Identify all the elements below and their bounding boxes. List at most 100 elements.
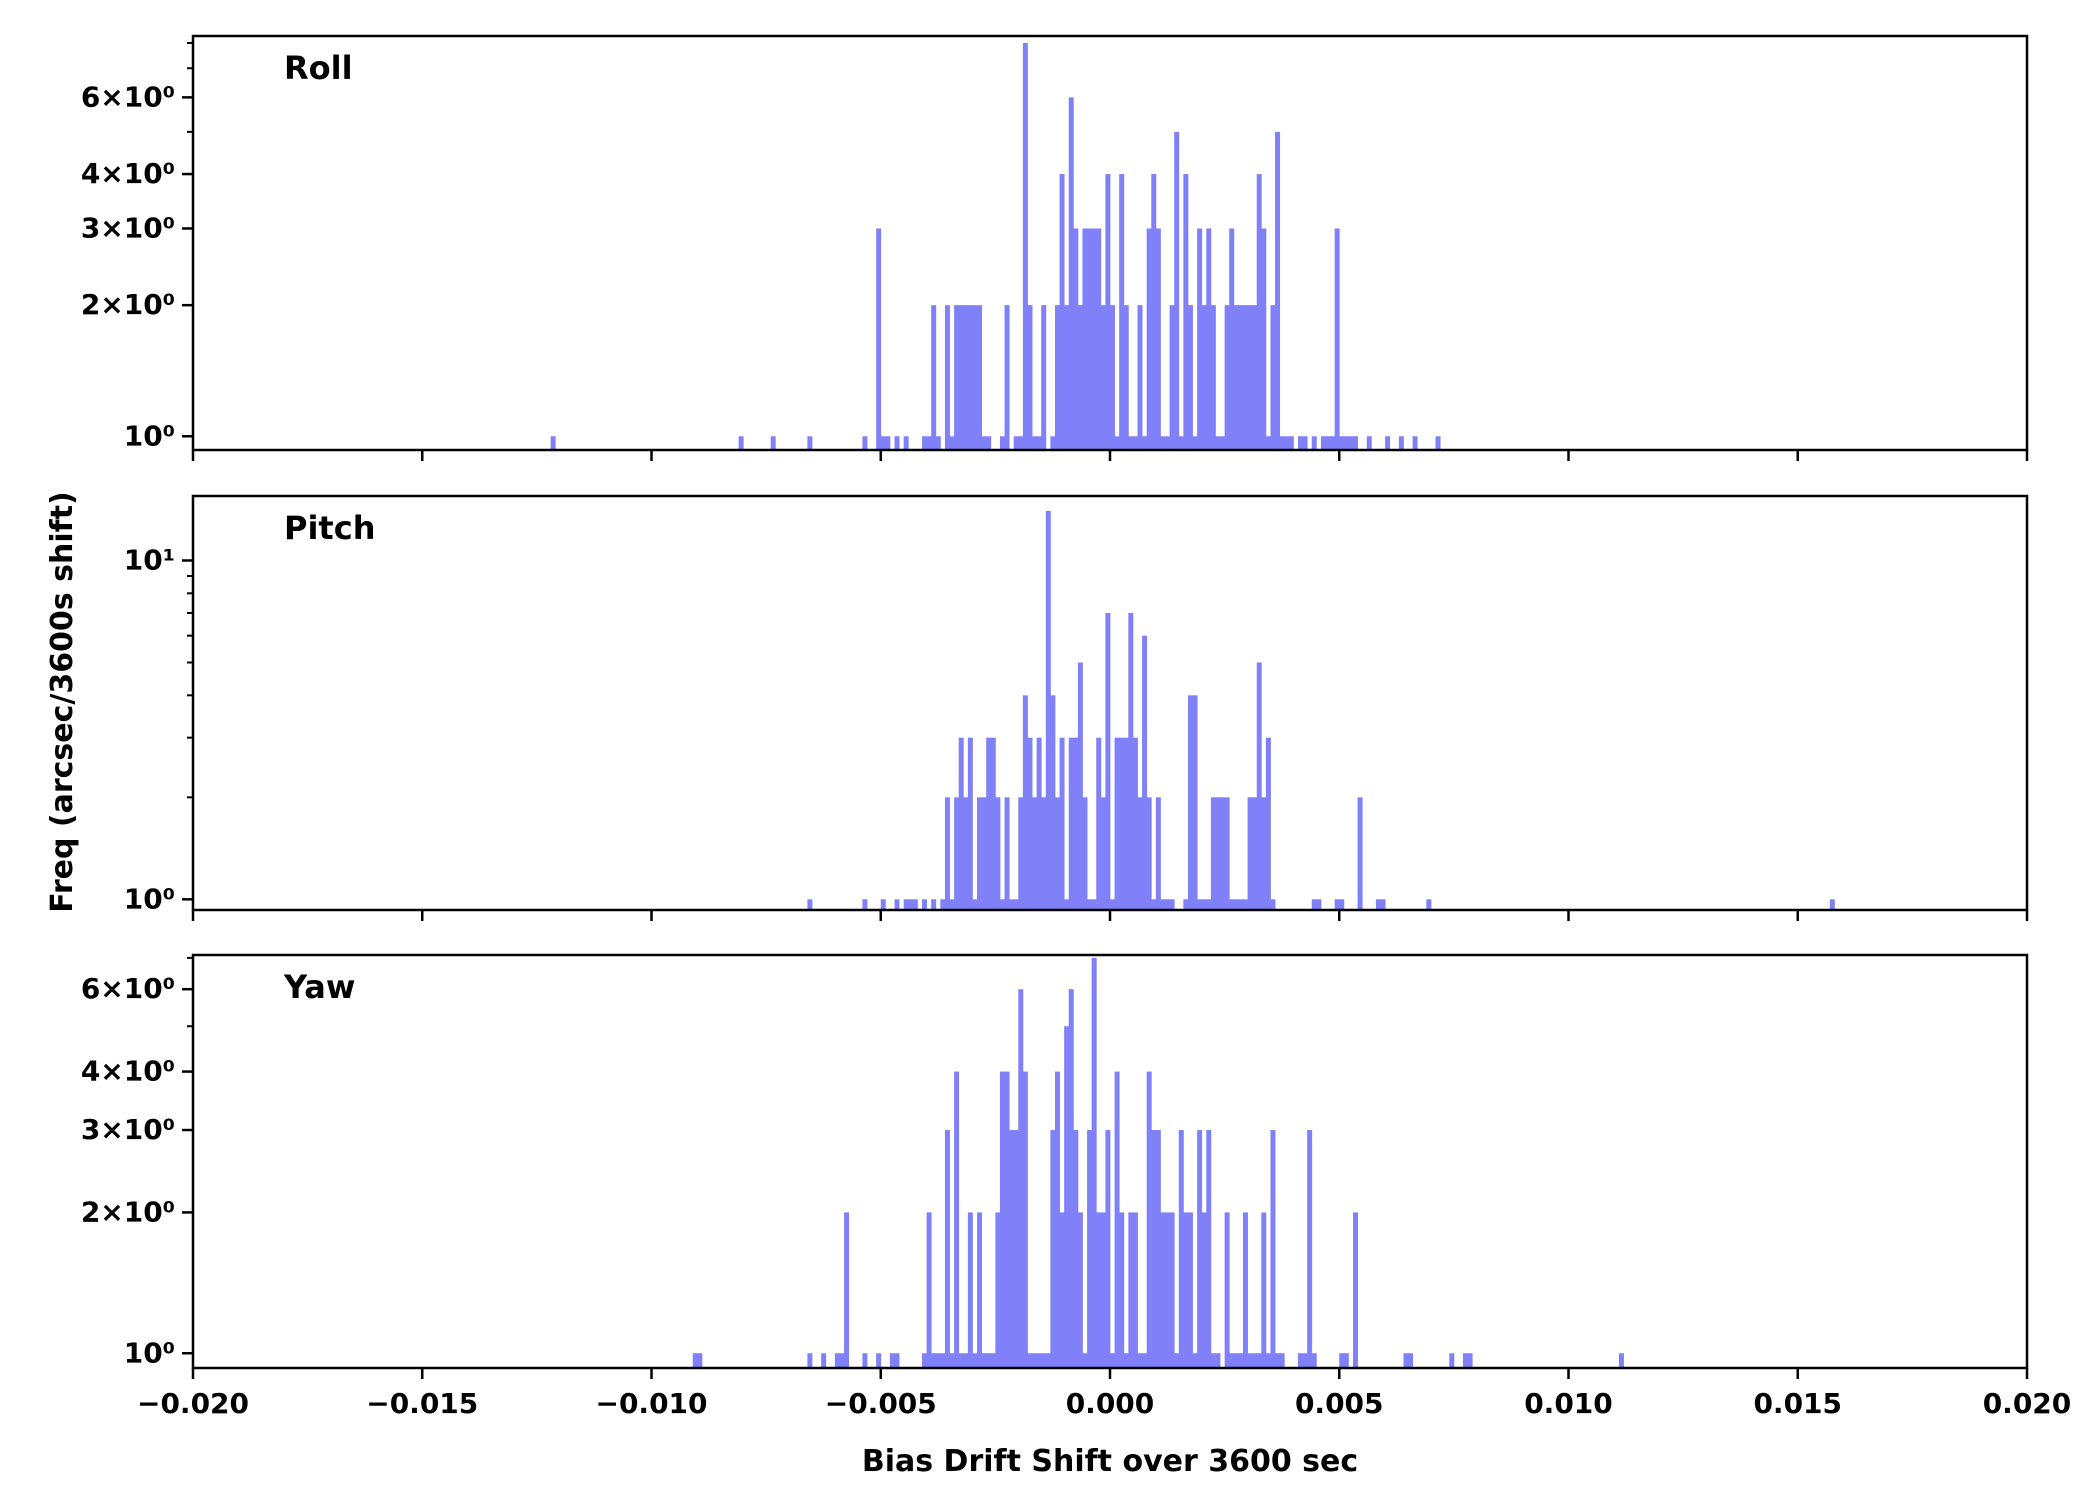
histogram-bar	[977, 1212, 983, 1368]
x-tick-label: 0.000	[1066, 1387, 1155, 1420]
histogram-bar	[1018, 797, 1024, 910]
histogram-bar	[922, 1353, 927, 1368]
histogram-bar	[1334, 899, 1340, 910]
histogram-bar	[1013, 1130, 1019, 1368]
histogram-bar	[967, 737, 973, 910]
histogram-bar	[876, 1353, 882, 1368]
histogram-bar	[935, 436, 941, 450]
histogram-bar	[1137, 305, 1143, 450]
histogram-bar	[1004, 305, 1010, 450]
histogram-bar	[1123, 737, 1129, 910]
histogram-bar	[999, 899, 1005, 910]
axes-frame	[191, 953, 2029, 1370]
histogram-bar	[1215, 1353, 1221, 1368]
histogram-bar	[1018, 989, 1024, 1368]
histogram-bar	[862, 899, 868, 910]
histogram-bar	[1265, 737, 1271, 910]
histogram-bar	[926, 436, 932, 450]
histogram-bar	[1073, 228, 1079, 450]
histogram-bar	[903, 899, 909, 910]
histogram-bar	[1288, 436, 1294, 450]
histogram-bar	[1265, 436, 1271, 450]
histogram-bar	[1059, 1212, 1065, 1368]
histogram-bar	[944, 1130, 950, 1368]
histogram-bar	[894, 1353, 900, 1368]
histogram-bar	[1187, 1212, 1193, 1368]
histogram-bar	[1022, 1071, 1028, 1368]
histogram-bar	[1064, 1026, 1070, 1368]
histogram-bar	[1105, 612, 1111, 910]
histogram-bar	[1077, 662, 1083, 910]
histogram-bar	[1110, 899, 1115, 910]
histogram-bar	[972, 899, 978, 910]
histogram-bar	[885, 436, 891, 450]
histogram-bar	[1054, 305, 1060, 450]
histogram-bar	[1169, 899, 1175, 910]
histogram-bar	[880, 436, 886, 450]
histogram-bar	[1366, 436, 1372, 450]
histogram-bar	[1206, 1130, 1212, 1368]
histogram-bar	[1206, 899, 1212, 910]
histogram-bar	[821, 1353, 827, 1368]
histogram-bar	[1077, 305, 1083, 450]
histogram-bar	[1073, 737, 1079, 910]
histogram-bar	[1114, 436, 1120, 450]
y-axis-title: Freq (arcsec/3600s shift)	[45, 491, 80, 913]
histogram-bar	[1330, 436, 1336, 450]
histogram-bar	[1110, 305, 1115, 450]
histogram-bar	[981, 1353, 987, 1368]
histogram-bar	[770, 436, 776, 450]
histogram-bar	[931, 899, 937, 910]
histogram-bar	[880, 899, 886, 910]
histogram-bar	[1197, 1130, 1203, 1368]
y-tick-label: 10¹	[124, 543, 175, 576]
histogram-bar	[1096, 737, 1102, 910]
histogram-bar	[1426, 899, 1432, 910]
histogram-bar	[1247, 797, 1253, 910]
histogram-bar	[944, 797, 950, 910]
histogram-bar	[1320, 436, 1326, 450]
histogram-bar	[1027, 305, 1033, 450]
histogram-bar	[1160, 899, 1166, 910]
histogram-bar	[1256, 174, 1262, 450]
histogram-bar	[1096, 228, 1102, 450]
histogram-bar	[1279, 436, 1285, 450]
histogram-bar	[1146, 1071, 1152, 1368]
histogram-bar	[1261, 797, 1267, 910]
y-tick-label: 4×10⁰	[81, 157, 175, 190]
histogram-bar	[986, 1353, 992, 1368]
histogram-bar	[958, 1353, 964, 1368]
histogram-bar	[1210, 305, 1216, 450]
histogram-bar	[1192, 436, 1198, 450]
histogram-bar	[1380, 899, 1386, 910]
histogram-bar	[1142, 436, 1148, 450]
histogram-bar	[1004, 797, 1010, 910]
histogram-bar	[1302, 1353, 1308, 1368]
histogram-bar	[1339, 436, 1345, 450]
histogram-bar	[931, 1353, 937, 1368]
histogram-bar	[1087, 1130, 1093, 1368]
histogram-bar	[1398, 436, 1404, 450]
histogram-bar	[1100, 305, 1106, 450]
histogram-bar	[1091, 957, 1097, 1368]
bars	[692, 957, 1624, 1368]
histogram-bar	[1183, 174, 1189, 450]
histogram-bar	[1242, 899, 1248, 910]
panel-yaw: 10⁰ 2×10⁰ 3×10⁰ 4×10⁰ 6×10⁰ −0.020 −0.015 −0.01…	[81, 953, 2071, 1420]
histogram-bar	[1339, 899, 1345, 910]
histogram-bar	[981, 436, 987, 450]
histogram-bar	[1311, 899, 1317, 910]
histogram-bar	[1096, 1212, 1102, 1368]
histogram-bar	[1004, 1071, 1010, 1368]
histogram-bar	[889, 1353, 895, 1368]
histogram-bar	[1041, 1353, 1047, 1368]
histogram-bar	[1307, 1130, 1313, 1368]
histogram-bar	[1054, 797, 1060, 910]
x-tick-label: −0.005	[825, 1387, 937, 1420]
histogram-bar	[1137, 1353, 1143, 1368]
x-tick-label: 0.015	[1753, 1387, 1842, 1420]
x-tick-label: −0.020	[137, 1387, 249, 1420]
histogram-bar	[1224, 305, 1230, 450]
histogram-bar	[1224, 797, 1230, 910]
